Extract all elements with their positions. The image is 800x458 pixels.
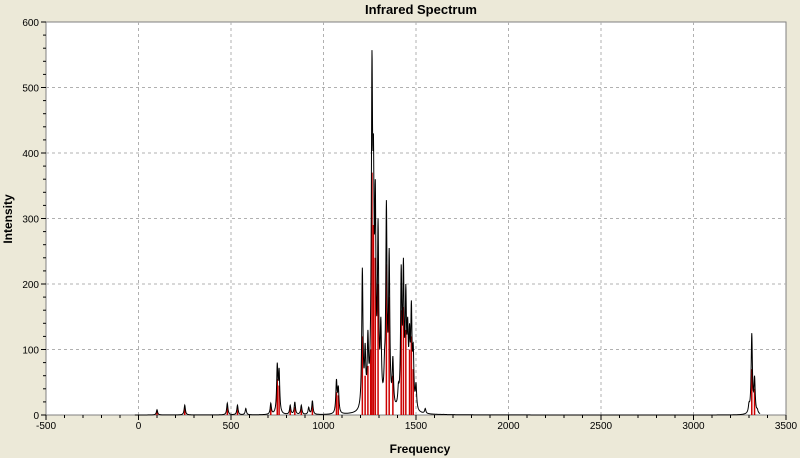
- x-tick-label: 2500: [590, 421, 613, 432]
- y-tick-label: 600: [22, 18, 39, 29]
- plot-area: [45, 21, 787, 416]
- x-tick-label: -500: [36, 421, 56, 432]
- y-tick-label: 200: [22, 280, 39, 291]
- x-axis-ticks: -500 0 500 1000 1500 2000 2500 3000 3500: [36, 415, 798, 432]
- x-tick-label: 3500: [775, 421, 798, 432]
- x-tick-label: 2000: [497, 421, 520, 432]
- y-tick-label: 0: [33, 411, 39, 422]
- x-tick-label: 500: [223, 421, 240, 432]
- y-tick-label: 500: [22, 84, 39, 95]
- spectrum-line: [134, 50, 761, 416]
- spectrum-series: [134, 50, 761, 416]
- x-tick-label: 1000: [312, 421, 335, 432]
- y-tick-label: 400: [22, 149, 39, 160]
- x-tick-label: 0: [136, 421, 142, 432]
- x-tick-label: 1500: [405, 421, 428, 432]
- y-axis-title: Intensity: [1, 194, 15, 244]
- x-axis-title: Frequency: [390, 442, 451, 456]
- y-tick-label: 100: [22, 346, 39, 357]
- stick-series: [156, 172, 756, 415]
- y-tick-label: 300: [22, 215, 39, 226]
- y-axis-ticks: 0 100 200 300 400 500 600: [22, 18, 46, 422]
- x-tick-label: 3000: [682, 421, 705, 432]
- chart-title: Infrared Spectrum: [365, 2, 477, 17]
